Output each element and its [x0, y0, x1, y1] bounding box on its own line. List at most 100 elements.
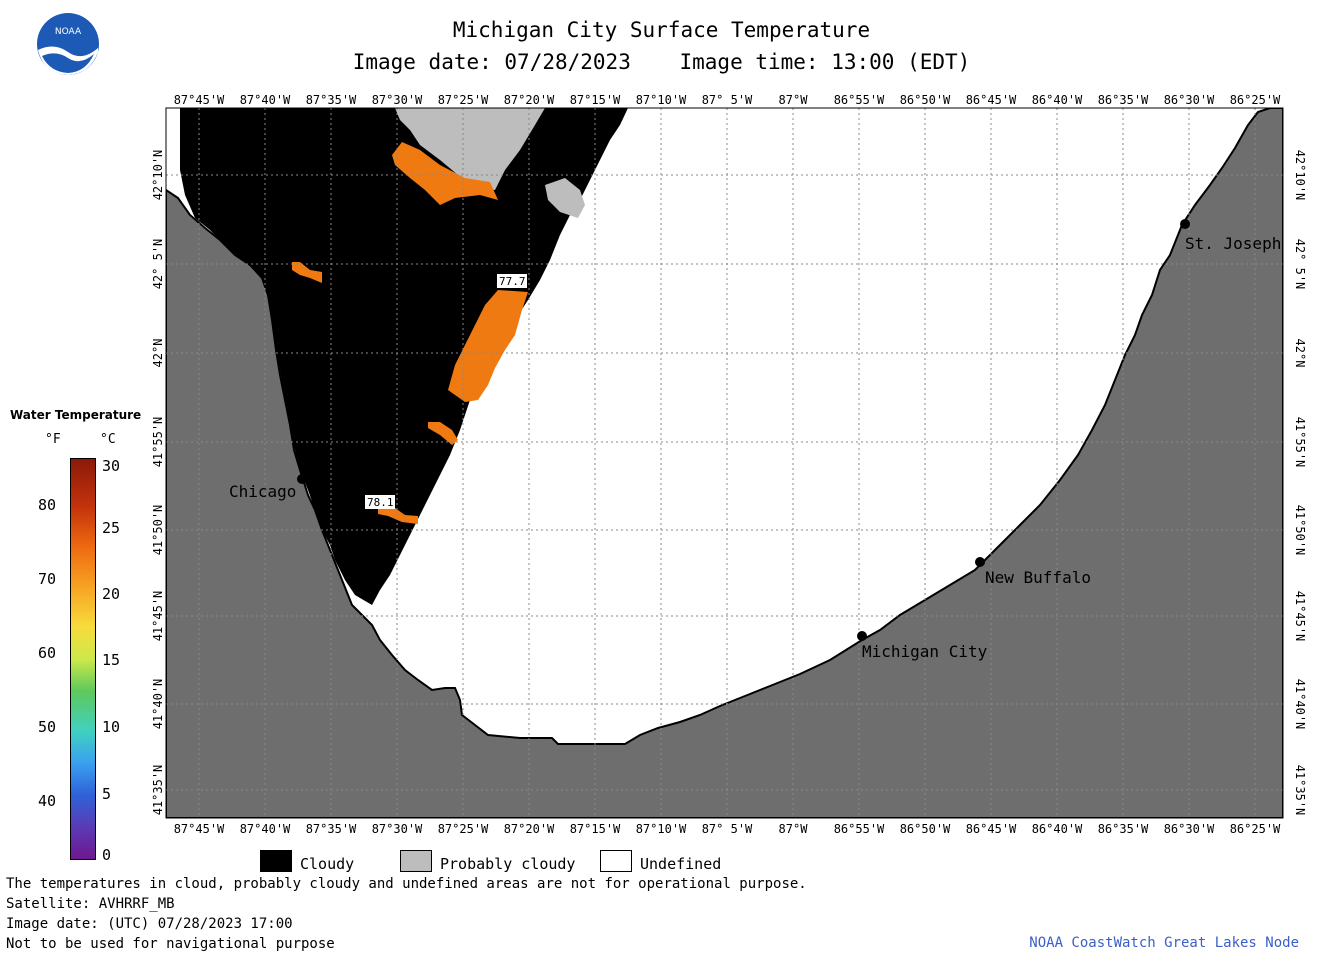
longitude-tick-bottom: 87°25'W [438, 822, 489, 836]
map-subtitle: Image date: 07/28/2023 Image time: 13:00… [0, 50, 1323, 74]
city-label-chicago: Chicago [229, 482, 296, 501]
city-label-michigan-city: Michigan City [862, 642, 988, 661]
image-date: Image date: 07/28/2023 [352, 50, 631, 74]
latitude-tick-left: 41°40'N [151, 679, 165, 730]
legend-label-cloudy: Cloudy [300, 855, 355, 873]
longitude-tick-top: 87°45'W [174, 93, 225, 107]
longitude-tick-bottom: 86°25'W [1230, 822, 1281, 836]
longitude-tick-bottom: 86°30'W [1164, 822, 1215, 836]
unit-celsius: °C [100, 432, 116, 447]
longitude-tick-top: 86°55'W [834, 93, 885, 107]
city-marker-new-buffalo [975, 557, 985, 567]
longitude-tick-bottom: 86°45'W [966, 822, 1017, 836]
noaa-logo: NOAA [37, 13, 99, 75]
longitude-tick-bottom: 87°30'W [372, 822, 423, 836]
city-marker-chicago [297, 474, 307, 484]
latitude-labels-right: 42°10'N 42° 5'N 42°N 41°55'N 41°50'N 41°45'N 4… [1293, 150, 1307, 816]
longitude-tick-top: 87°40'W [240, 93, 291, 107]
value-label-box-2 [365, 495, 395, 509]
longitude-tick-top: 86°40'W [1032, 93, 1083, 107]
footer-nav-warning: Not to be used for navigational purpose [6, 936, 335, 952]
longitude-tick-bottom: 86°40'W [1032, 822, 1083, 836]
legend-swatch-undefined [600, 850, 632, 872]
city-marker-michigan-city [857, 631, 867, 641]
latitude-tick-right: 41°40'N [1293, 679, 1307, 730]
probably-cloudy-area [395, 108, 545, 190]
scale-c-0: 0 [102, 846, 112, 864]
latitude-tick-left: 41°55'N [151, 417, 165, 468]
longitude-labels-bottom: 87°45'W 87°40'W 87°35'W 87°30'W 87°25'W 87°20… [174, 822, 1281, 836]
grid [166, 108, 1283, 818]
city-label-new-buffalo: New Buffalo [985, 568, 1091, 587]
scale-c-5: 5 [102, 785, 112, 803]
longitude-tick-bottom: 86°50'W [900, 822, 951, 836]
logo-text: NOAA [55, 27, 82, 37]
latitude-tick-right: 41°45'N [1293, 591, 1307, 642]
longitude-tick-top: 86°50'W [900, 93, 951, 107]
longitude-tick-bottom: 87°W [779, 822, 809, 836]
footer-satellite: Satellite: AVHRRF_MB [6, 896, 175, 912]
value-label-2: 78.1 [367, 496, 394, 509]
scale-f-50: 50 [38, 718, 57, 736]
longitude-tick-bottom: 86°55'W [834, 822, 885, 836]
legend-label-undefined: Undefined [640, 855, 722, 873]
latitude-tick-left: 41°45'N [151, 591, 165, 642]
scale-c-30: 30 [102, 457, 121, 475]
longitude-tick-bottom: 86°35'W [1098, 822, 1149, 836]
city-label-st-joseph: St. Joseph [1185, 234, 1281, 253]
warm-water-patch-5 [378, 508, 418, 524]
legend-swatch-cloudy [260, 850, 292, 872]
latitude-labels-left: 42°10'N 42° 5'N 42°N 41°55'N 41°50'N 41°45'N 4… [151, 150, 165, 816]
longitude-tick-top: 87°15'W [570, 93, 621, 107]
unit-fahrenheit: °F [45, 432, 61, 447]
legend-label-probably-cloudy: Probably cloudy [440, 855, 576, 873]
footer-utc-date: Image date: (UTC) 07/28/2023 17:00 [6, 916, 293, 932]
longitude-tick-bottom: 87°35'W [306, 822, 357, 836]
scale-f-60: 60 [38, 644, 57, 662]
latitude-tick-left: 42°10'N [151, 150, 165, 201]
scale-c-15: 15 [102, 651, 121, 669]
longitude-tick-top: 87°W [779, 93, 809, 107]
warm-water-patch-1 [392, 142, 498, 205]
longitude-tick-bottom: 87°40'W [240, 822, 291, 836]
map-title: Michigan City Surface Temperature [452, 18, 871, 42]
latitude-tick-left: 42°N [151, 339, 165, 368]
longitude-tick-top: 87°30'W [372, 93, 423, 107]
color-scale-title: Water Temperature [10, 408, 142, 422]
longitude-tick-top: 87° 5'W [702, 93, 753, 107]
longitude-tick-bottom: 87° 5'W [702, 822, 753, 836]
longitude-tick-bottom: 87°45'W [174, 822, 225, 836]
latitude-tick-right: 42°N [1293, 339, 1307, 368]
scale-c-20: 20 [102, 585, 121, 603]
longitude-tick-top: 86°25'W [1230, 93, 1281, 107]
longitude-labels-top: 87°45'W 87°40'W 87°35'W 87°30'W 87°25'W 87°20… [174, 93, 1281, 107]
color-scale-bar [70, 458, 96, 860]
legend-swatch-probably-cloudy [400, 850, 432, 872]
longitude-tick-top: 86°45'W [966, 93, 1017, 107]
city-marker-st-joseph [1180, 219, 1190, 229]
latitude-tick-left: 41°35'N [151, 765, 165, 816]
scale-f-40: 40 [38, 792, 57, 810]
scale-f-70: 70 [38, 570, 57, 588]
longitude-tick-bottom: 87°10'W [636, 822, 687, 836]
longitude-tick-top: 87°20'W [504, 93, 555, 107]
latitude-tick-right: 41°55'N [1293, 417, 1307, 468]
latitude-tick-right: 41°50'N [1293, 505, 1307, 556]
warm-water-patch-2 [448, 290, 528, 402]
land-west [166, 108, 1283, 818]
latitude-tick-left: 42° 5'N [151, 239, 165, 290]
probably-cloudy-area-2 [545, 178, 585, 218]
warm-water-patch-3 [292, 262, 322, 283]
latitude-tick-left: 41°50'N [151, 505, 165, 556]
scale-f-80: 80 [38, 496, 57, 514]
scale-c-25: 25 [102, 519, 121, 537]
footer-note: The temperatures in cloud, probably clou… [6, 876, 807, 892]
cloudy-area [180, 108, 628, 605]
longitude-tick-top: 87°10'W [636, 93, 687, 107]
scale-c-10: 10 [102, 718, 121, 736]
longitude-tick-top: 86°35'W [1098, 93, 1149, 107]
latitude-tick-right: 41°35'N [1293, 765, 1307, 816]
warm-water-patch-4 [428, 422, 458, 445]
longitude-tick-top: 87°35'W [306, 93, 357, 107]
